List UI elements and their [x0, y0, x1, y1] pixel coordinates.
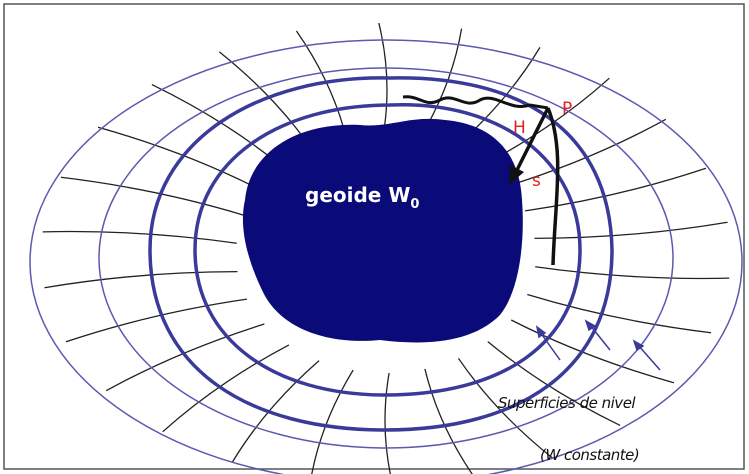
- field-line: [44, 271, 238, 289]
- field-lines: [42, 22, 730, 474]
- caption: Superficies de nivel: [498, 394, 636, 412]
- field-line: [510, 319, 675, 384]
- field-line: [525, 167, 707, 212]
- level-surface: [148, 76, 614, 432]
- geoid: [242, 118, 523, 343]
- level-surface: [29, 39, 743, 474]
- path-line: [402, 95, 549, 110]
- field-line: [60, 176, 245, 217]
- field-line: [507, 118, 667, 187]
- field-line: [534, 221, 728, 239]
- s-label: s: [532, 171, 541, 191]
- level-surface: [98, 67, 674, 449]
- plumb-line: [546, 107, 560, 266]
- geoid-label: geoide W0: [305, 183, 419, 212]
- h-label: H: [513, 118, 526, 138]
- field-line: [42, 230, 237, 244]
- field-line: [65, 298, 247, 343]
- field-line: [535, 266, 730, 280]
- field-line: [162, 344, 290, 433]
- level-surface: [193, 103, 582, 397]
- field-line: [105, 323, 265, 392]
- arrow: [514, 107, 550, 173]
- field-line: [231, 360, 320, 463]
- pointer-arrows: [535, 319, 661, 371]
- point-label: P: [562, 99, 572, 119]
- field-line: [527, 293, 712, 334]
- arrow-head: [509, 165, 524, 185]
- caption: (W constante): [540, 446, 639, 464]
